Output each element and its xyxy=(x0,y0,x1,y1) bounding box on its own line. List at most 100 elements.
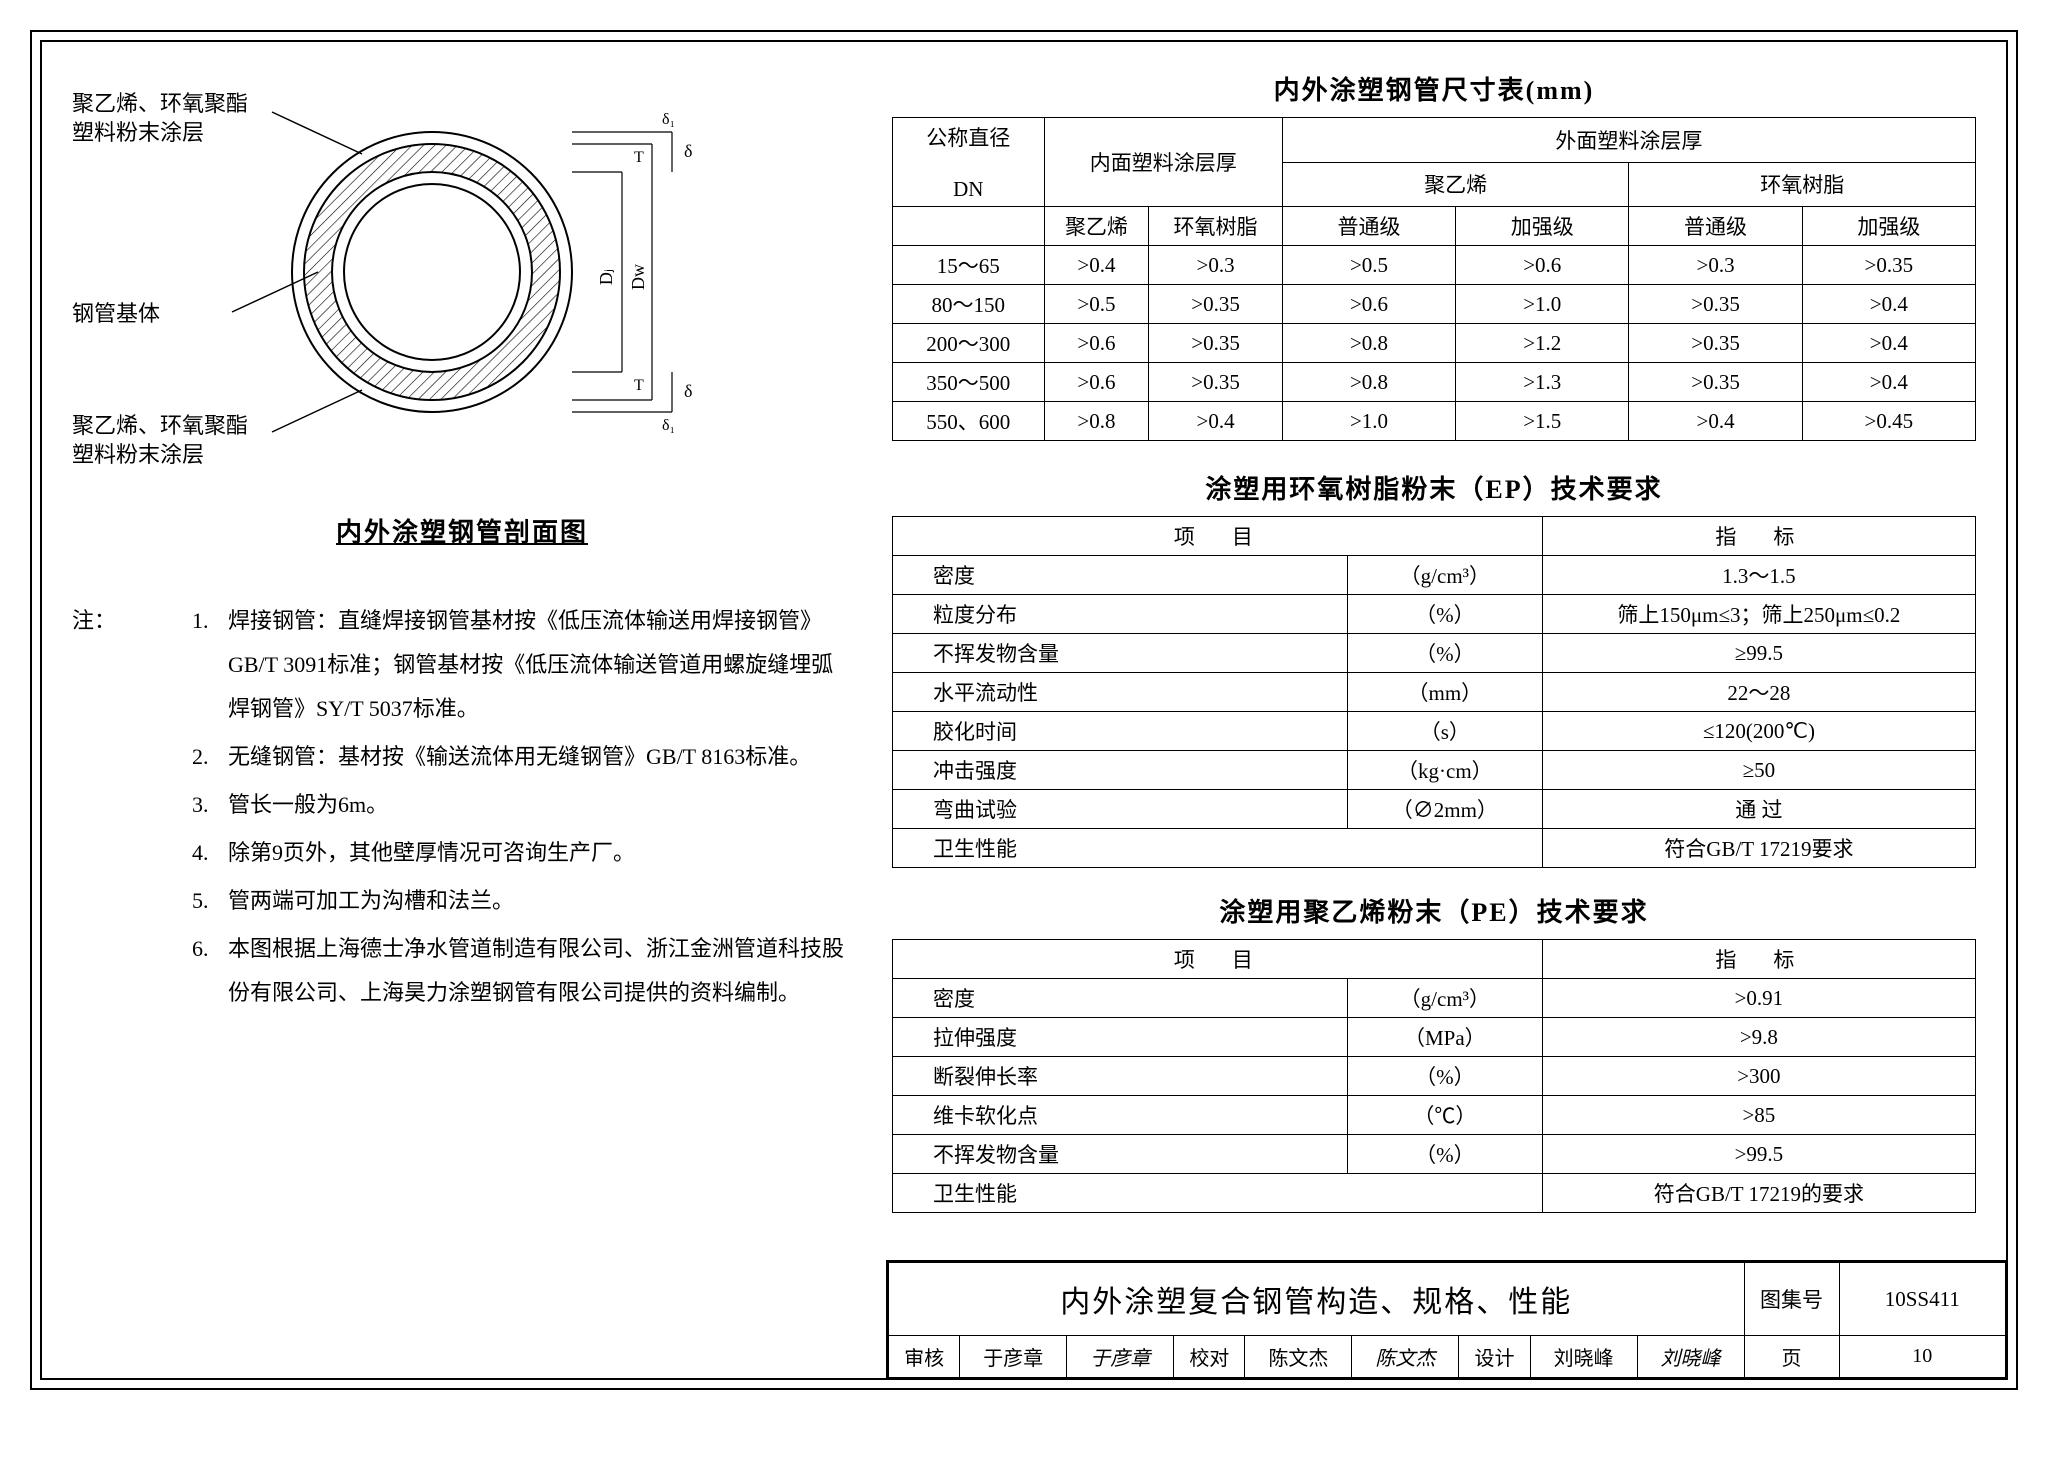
notes-list: 1.焊接钢管：直缝焊接钢管基材按《低压流体输送用焊接钢管》GB/T 3091标准… xyxy=(132,599,852,1019)
table-cell: 密度 xyxy=(893,556,1348,595)
table-cell: 拉伸强度 xyxy=(893,1018,1348,1057)
table-row: 密度（g/cm³）1.3～1.5 xyxy=(893,556,1976,595)
table-cell: >0.6 xyxy=(1282,285,1455,324)
table-cell: （MPa） xyxy=(1347,1018,1542,1057)
table-cell: 符合GB/T 17219要求 xyxy=(1542,829,1975,868)
dim-delta1-bot: δ₁ xyxy=(662,417,675,434)
table-cell: >0.4 xyxy=(1802,363,1975,402)
dim-delta1-top: δ₁ xyxy=(662,111,675,128)
dim-t-top: T xyxy=(634,149,644,166)
note-item: 5.管两端可加工为沟槽和法兰。 xyxy=(132,879,852,923)
table-cell: 不挥发物含量 xyxy=(893,634,1348,673)
t1-ep: 环氧树脂 xyxy=(1629,162,1976,207)
dim-t-bot: T xyxy=(634,377,644,394)
page-value: 10 xyxy=(1839,1336,2005,1378)
table-cell: >300 xyxy=(1542,1057,1975,1096)
table-row: 200～300>0.6>0.35>0.8>1.2>0.35>0.4 xyxy=(893,324,1976,363)
check-sig: 陈文杰 xyxy=(1352,1336,1459,1378)
table-cell: 22～28 xyxy=(1542,673,1975,712)
table-cell: >0.3 xyxy=(1149,246,1283,285)
table-cell: 维卡软化点 xyxy=(893,1096,1348,1135)
table-cell: （s） xyxy=(1347,712,1542,751)
table-cell: （%） xyxy=(1347,634,1542,673)
table-cell: >1.2 xyxy=(1456,324,1629,363)
table-row: 弯曲试验（∅2mm）通 过 xyxy=(893,790,1976,829)
table-cell: >0.3 xyxy=(1629,246,1802,285)
design-label: 设计 xyxy=(1459,1336,1530,1378)
table-row: 断裂伸长率（%）>300 xyxy=(893,1057,1976,1096)
t1-inner: 内面塑料涂层厚 xyxy=(1044,118,1282,207)
table-row: 粒度分布（%）筛上150μm≤3；筛上250μm≤0.2 xyxy=(893,595,1976,634)
dim-dj: Dⱼ xyxy=(596,269,616,285)
pipe-cross-section-svg: Dⱼ Dw δ δ δ₁ δ₁ T T xyxy=(192,82,732,462)
note-item: 1.焊接钢管：直缝焊接钢管基材按《低压流体输送用焊接钢管》GB/T 3091标准… xyxy=(132,599,852,731)
table-row: 密度（g/cm³）>0.91 xyxy=(893,979,1976,1018)
table-cell: >1.0 xyxy=(1282,402,1455,441)
dimensions-table: 公称直径DN 内面塑料涂层厚 外面塑料涂层厚 聚乙烯 环氧树脂 聚乙烯 环氧树脂… xyxy=(892,117,1976,441)
table-cell: （%） xyxy=(1347,1057,1542,1096)
table-cell: >0.5 xyxy=(1044,285,1149,324)
table-cell: 符合GB/T 17219的要求 xyxy=(1542,1174,1975,1213)
t3-h-val: 指 标 xyxy=(1542,940,1975,979)
callout-top: 聚乙烯、环氧聚酯 塑料粉末涂层 xyxy=(72,90,248,147)
design-sig: 刘晓峰 xyxy=(1637,1336,1744,1378)
right-column: 内外涂塑钢管尺寸表(mm) 公称直径DN 内面塑料涂层厚 外面塑料涂层厚 聚乙烯… xyxy=(892,62,1976,1358)
t2-h-val: 指 标 xyxy=(1542,517,1975,556)
callout-mid: 钢管基体 xyxy=(72,300,160,329)
t1-strong-2: 加强级 xyxy=(1802,207,1975,246)
table-cell: >0.35 xyxy=(1629,285,1802,324)
table-cell: >0.4 xyxy=(1044,246,1149,285)
table-cell: >1.3 xyxy=(1456,363,1629,402)
table-cell: >1.5 xyxy=(1456,402,1629,441)
table-cell: （g/cm³） xyxy=(1347,556,1542,595)
note-item: 6.本图根据上海德士净水管道制造有限公司、浙江金洲管道科技股份有限公司、上海昊力… xyxy=(132,927,852,1015)
title-block: 内外涂塑复合钢管构造、规格、性能 图集号 10SS411 审核 于彦章 于彦章 … xyxy=(886,1260,2006,1378)
table-cell: >0.35 xyxy=(1802,246,1975,285)
table-row: 胶化时间（s）≤120(200℃) xyxy=(893,712,1976,751)
table-cell: 80～150 xyxy=(893,285,1045,324)
ep-spec-table: 项 目 指 标 密度（g/cm³）1.3～1.5粒度分布（%）筛上150μm≤3… xyxy=(892,516,1976,868)
outer-frame: Dⱼ Dw δ δ δ₁ δ₁ T T 聚乙烯、环氧聚酯 塑料粉末涂层 钢管基体… xyxy=(30,30,2018,1390)
t1-strong-1: 加强级 xyxy=(1456,207,1629,246)
set-value: 10SS411 xyxy=(1839,1263,2005,1336)
table-cell: >0.4 xyxy=(1802,285,1975,324)
dim-dw: Dw xyxy=(628,264,648,290)
pe-spec-table: 项 目 指 标 密度（g/cm³）>0.91拉伸强度（MPa）>9.8断裂伸长率… xyxy=(892,939,1976,1213)
t1-sub-ep: 环氧树脂 xyxy=(1149,207,1283,246)
table-cell: >0.35 xyxy=(1149,285,1283,324)
t1-normal-1: 普通级 xyxy=(1282,207,1455,246)
table-row: 卫生性能符合GB/T 17219要求 xyxy=(893,829,1976,868)
table-cell: ≥50 xyxy=(1542,751,1975,790)
t1-dn-bot: DN xyxy=(953,177,983,201)
note-item: 2.无缝钢管：基材按《输送流体用无缝钢管》GB/T 8163标准。 xyxy=(132,735,852,779)
table-cell: >0.91 xyxy=(1542,979,1975,1018)
table-cell: 200～300 xyxy=(893,324,1045,363)
table-cell: >0.8 xyxy=(1044,402,1149,441)
table-cell: ≥99.5 xyxy=(1542,634,1975,673)
table-row: 15～65>0.4>0.3>0.5>0.6>0.3>0.35 xyxy=(893,246,1976,285)
callout-bot: 聚乙烯、环氧聚酯 塑料粉末涂层 xyxy=(72,412,248,469)
check-label: 校对 xyxy=(1174,1336,1245,1378)
table-cell: 卫生性能 xyxy=(893,829,1543,868)
table-cell: （%） xyxy=(1347,1135,1542,1174)
dim-delta-bot: δ xyxy=(684,381,692,401)
table-cell: 通 过 xyxy=(1542,790,1975,829)
table-row: 不挥发物含量（%）>99.5 xyxy=(893,1135,1976,1174)
t2-h-item: 项 目 xyxy=(893,517,1543,556)
table-cell: （g/cm³） xyxy=(1347,979,1542,1018)
table-cell: 不挥发物含量 xyxy=(893,1135,1348,1174)
check-name: 陈文杰 xyxy=(1245,1336,1352,1378)
table-cell: 水平流动性 xyxy=(893,673,1348,712)
table-cell: （mm） xyxy=(1347,673,1542,712)
table-cell: （℃） xyxy=(1347,1096,1542,1135)
table-cell: 粒度分布 xyxy=(893,595,1348,634)
table-cell: >0.35 xyxy=(1629,324,1802,363)
table-cell: 1.3～1.5 xyxy=(1542,556,1975,595)
table-cell: 卫生性能 xyxy=(893,1174,1543,1213)
review-name: 于彦章 xyxy=(960,1336,1067,1378)
table3-title: 涂塑用聚乙烯粉末（PE）技术要求 xyxy=(892,892,1976,929)
inner-frame: Dⱼ Dw δ δ δ₁ δ₁ T T 聚乙烯、环氧聚酯 塑料粉末涂层 钢管基体… xyxy=(40,40,2008,1380)
t3-h-item: 项 目 xyxy=(893,940,1543,979)
table-cell: >0.35 xyxy=(1149,324,1283,363)
table-cell: 筛上150μm≤3；筛上250μm≤0.2 xyxy=(1542,595,1975,634)
